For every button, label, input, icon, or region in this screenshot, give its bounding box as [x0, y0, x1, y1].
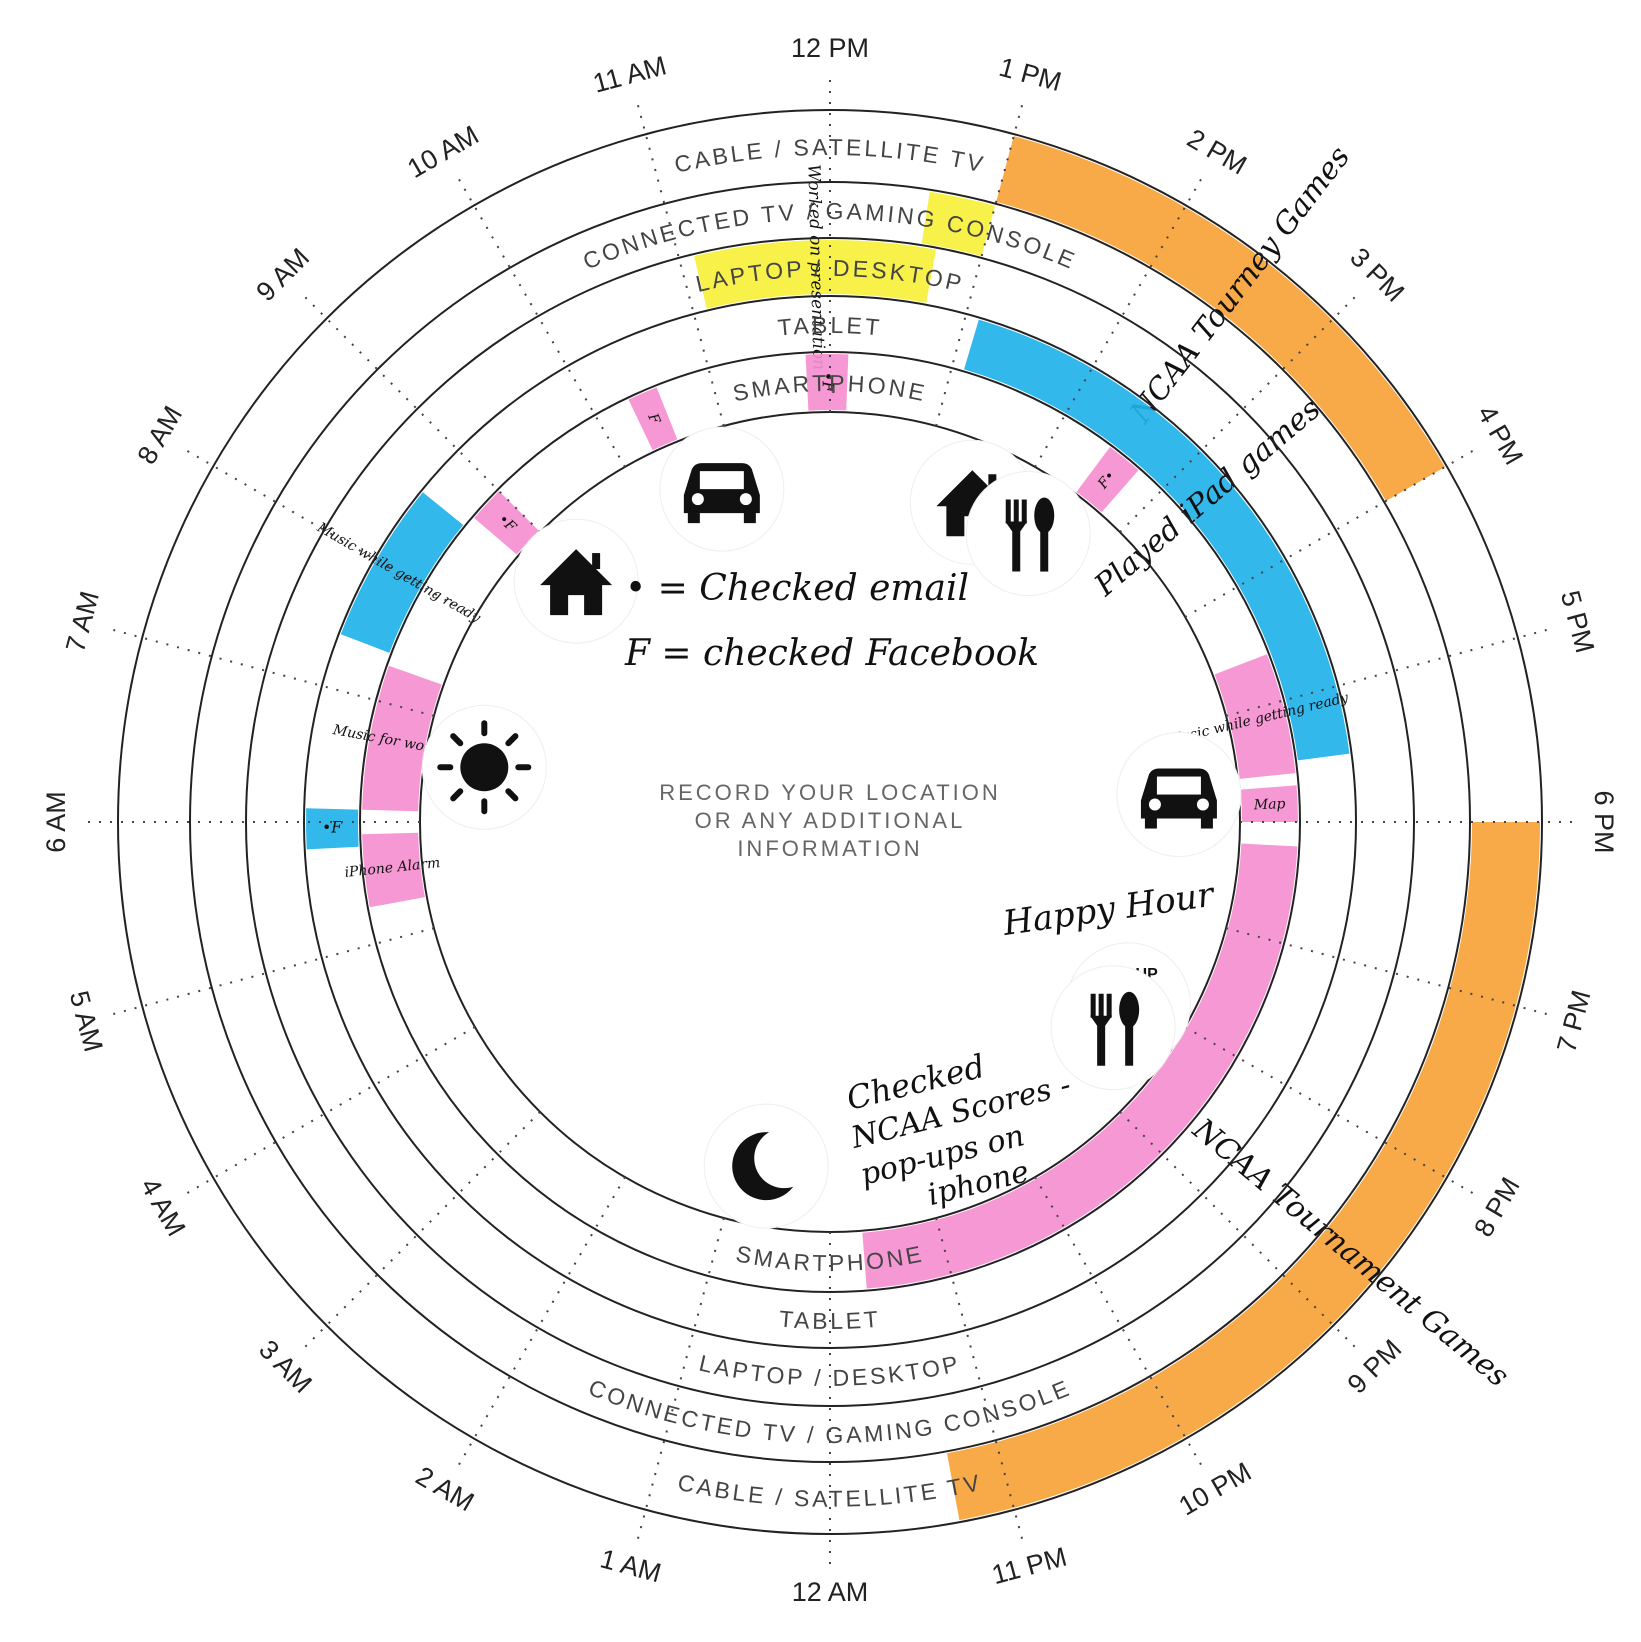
house-icon [513, 518, 639, 644]
hour-label: 2 AM [411, 1461, 479, 1518]
activity-highlight [628, 387, 678, 451]
hour-label: 11 PM [989, 1542, 1070, 1591]
hour-spoke [1034, 1176, 1204, 1468]
activity-highlight [946, 822, 1540, 1521]
hour-spoke [110, 628, 435, 717]
hour-label: 6 AM [41, 791, 71, 853]
hour-spoke [456, 1176, 626, 1468]
ring-circle [303, 295, 1357, 1349]
hour-label: 8 PM [1468, 1172, 1525, 1242]
ring-circle [359, 351, 1301, 1293]
center-instruction-line-1: RECORD YOUR LOCATION [659, 780, 1001, 805]
sun-icon [421, 704, 547, 830]
hour-spoke [1034, 176, 1204, 468]
hour-spoke [636, 1217, 725, 1542]
activity-highlight [996, 136, 1445, 501]
activity-highlight [305, 808, 359, 850]
car-icon [659, 426, 785, 552]
activity-highlight [1214, 654, 1296, 779]
hour-label: 5 AM [64, 988, 109, 1055]
hour-label: 7 AM [60, 588, 105, 655]
ring-label-smartphone-bot: SMARTPHONE [734, 1240, 926, 1276]
hour-label: 4 PM [1471, 400, 1528, 470]
hour-spokes [85, 77, 1575, 1567]
hour-spoke [636, 102, 725, 427]
moon-icon [703, 1103, 829, 1229]
activity-highlight [1076, 447, 1139, 513]
hour-spoke [184, 448, 476, 618]
hour-spoke [1119, 1111, 1358, 1350]
hour-label: 3 AM [253, 1334, 318, 1399]
hour-spoke [184, 1026, 476, 1196]
activity-label: •F [819, 372, 838, 394]
ring-circle [189, 181, 1471, 1463]
fork-spoon-icon [1050, 965, 1176, 1091]
hour-spoke [302, 1111, 541, 1350]
note-happy-hour: Happy Hour [1000, 875, 1218, 944]
hour-label: 6 PM [1589, 790, 1619, 853]
hour-label: 9 PM [1342, 1334, 1408, 1400]
legend-email: • = Checked email [625, 568, 969, 609]
legend-facebook: F = checked Facebook [624, 633, 1039, 674]
ring-circle [245, 237, 1415, 1407]
activity-highlight [921, 191, 996, 256]
hour-label: 1 AM [597, 1543, 664, 1588]
location-icons: GROUP [421, 426, 1242, 1229]
ring-label-tablet-bot: TABLET [778, 1306, 882, 1335]
activity-highlight [964, 319, 1350, 761]
center-instruction-line-3: INFORMATION [737, 836, 922, 861]
activity-label: Map [1253, 796, 1286, 813]
ring-circle [117, 109, 1543, 1535]
activity-label: •F [322, 818, 343, 836]
activity-highlight [862, 843, 1298, 1289]
hour-label: 4 AM [135, 1173, 192, 1241]
ring-label-laptop-bot: LAPTOP / DESKTOP [697, 1350, 963, 1391]
center-instruction-line-2: OR ANY ADDITIONAL [695, 808, 966, 833]
activity-highlight [1240, 785, 1298, 822]
hour-spoke [1225, 927, 1550, 1016]
ring-label-cable-top: CABLE / SATELLITE TV [672, 134, 988, 178]
activity-highlight [694, 240, 937, 309]
activity-highlight [805, 354, 849, 411]
hour-label: 1 PM [996, 52, 1065, 97]
hour-label: 8 AM [131, 401, 188, 469]
activity-highlight [474, 491, 539, 555]
hour-spoke [1184, 448, 1476, 618]
hour-label: 11 AM [590, 50, 670, 98]
activity-highlight [340, 492, 464, 653]
hour-spoke [1225, 628, 1550, 717]
hour-label: 5 PM [1555, 587, 1600, 656]
hour-label: 10 PM [1174, 1456, 1257, 1521]
fork-spoon-icon [965, 471, 1091, 597]
hour-label: 10 AM [402, 120, 483, 184]
hour-spoke [110, 927, 435, 1016]
activity-highlight [362, 665, 442, 812]
hour-label: 12 AM [792, 1577, 869, 1607]
hour-spoke [1119, 294, 1358, 533]
hour-label: 2 PM [1182, 123, 1252, 180]
car-icon [1116, 732, 1242, 858]
hour-spoke [1184, 1026, 1476, 1196]
hour-spoke [935, 102, 1024, 427]
ring-label-tablet-top: TABLET [777, 312, 884, 341]
hour-label: 7 PM [1551, 987, 1596, 1056]
hour-spoke [935, 1217, 1024, 1542]
activity-highlight [362, 832, 425, 908]
hour-label: 12 PM [791, 33, 869, 63]
hour-spoke [302, 294, 541, 533]
hour-spoke [456, 176, 626, 468]
